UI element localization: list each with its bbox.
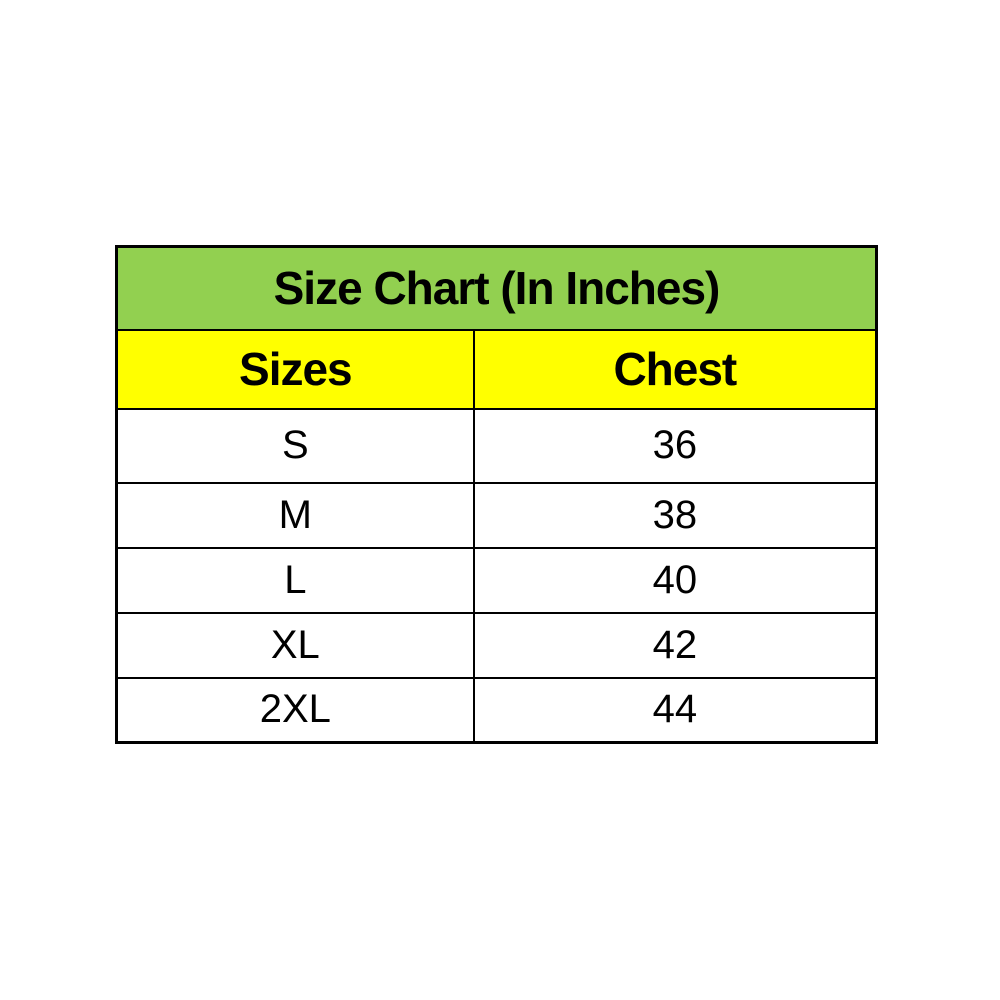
title-row: Size Chart (In Inches) [115,245,878,331]
chest-value: 36 [472,407,878,484]
table-row: S 36 [115,407,878,484]
size-value: 2XL [115,676,475,744]
size-chart-table: Size Chart (In Inches) Sizes Chest S 36 … [115,245,878,744]
table-row: XL 42 [115,611,878,679]
chest-value: 42 [472,611,878,679]
table-title: Size Chart (In Inches) [115,245,878,331]
chest-value: 40 [472,546,878,614]
size-value: L [115,546,475,614]
size-value: M [115,481,475,549]
table-row: 2XL 44 [115,676,878,744]
chest-value: 38 [472,481,878,549]
column-header-row: Sizes Chest [115,328,878,410]
size-value: XL [115,611,475,679]
size-value: S [115,407,475,484]
column-header-sizes: Sizes [115,328,475,410]
table-row: M 38 [115,481,878,549]
column-header-chest: Chest [472,328,878,410]
table-row: L 40 [115,546,878,614]
chest-value: 44 [472,676,878,744]
